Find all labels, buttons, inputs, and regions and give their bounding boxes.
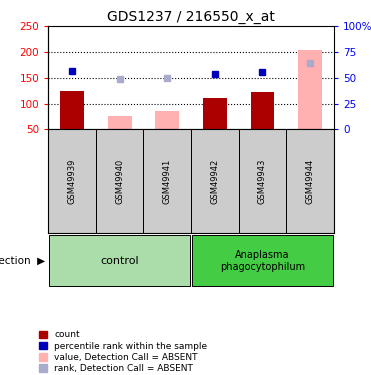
Bar: [203, 99, 227, 129]
FancyBboxPatch shape: [49, 236, 190, 286]
Bar: [108, 117, 132, 129]
Bar: [144, 129, 191, 232]
Text: control: control: [100, 256, 139, 266]
Legend: count, percentile rank within the sample, value, Detection Call = ABSENT, rank, : count, percentile rank within the sample…: [37, 328, 209, 375]
Text: GSM49942: GSM49942: [210, 158, 219, 204]
Bar: [191, 129, 239, 232]
Text: Anaplasma
phagocytophilum: Anaplasma phagocytophilum: [220, 250, 305, 272]
Bar: [60, 91, 84, 129]
Text: GSM49941: GSM49941: [163, 158, 172, 204]
Text: GSM49939: GSM49939: [68, 158, 76, 204]
Bar: [96, 129, 144, 232]
Title: GDS1237 / 216550_x_at: GDS1237 / 216550_x_at: [107, 10, 275, 24]
Text: GSM49940: GSM49940: [115, 158, 124, 204]
Text: infection  ▶: infection ▶: [0, 256, 45, 266]
Text: GSM49944: GSM49944: [306, 158, 315, 204]
Bar: [239, 129, 286, 232]
Text: GSM49943: GSM49943: [258, 158, 267, 204]
Bar: [155, 111, 179, 129]
Bar: [298, 51, 322, 129]
FancyBboxPatch shape: [192, 236, 333, 286]
Bar: [250, 92, 275, 129]
Bar: [48, 129, 96, 232]
Bar: [286, 129, 334, 232]
